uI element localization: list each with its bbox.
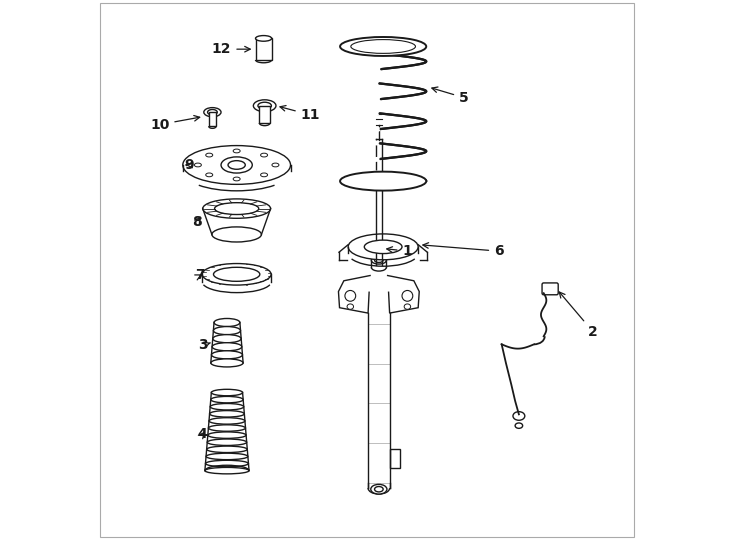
- Ellipse shape: [212, 227, 261, 242]
- Ellipse shape: [206, 173, 213, 177]
- Ellipse shape: [371, 484, 387, 494]
- Ellipse shape: [340, 172, 426, 191]
- Ellipse shape: [209, 418, 245, 424]
- Text: 6: 6: [423, 242, 504, 258]
- Ellipse shape: [211, 396, 243, 403]
- Ellipse shape: [213, 335, 241, 343]
- Ellipse shape: [261, 173, 268, 177]
- Ellipse shape: [211, 359, 243, 367]
- Ellipse shape: [340, 37, 426, 56]
- Ellipse shape: [261, 153, 268, 157]
- Text: 7: 7: [195, 268, 205, 282]
- Ellipse shape: [345, 291, 356, 301]
- Ellipse shape: [211, 389, 242, 396]
- Text: 3: 3: [198, 339, 211, 353]
- FancyBboxPatch shape: [542, 283, 558, 295]
- Ellipse shape: [208, 425, 245, 431]
- Ellipse shape: [211, 351, 242, 359]
- Ellipse shape: [364, 240, 402, 254]
- Ellipse shape: [371, 256, 386, 264]
- Ellipse shape: [210, 410, 244, 417]
- Ellipse shape: [208, 432, 246, 438]
- Ellipse shape: [207, 446, 247, 453]
- Ellipse shape: [208, 110, 217, 115]
- Ellipse shape: [233, 177, 240, 181]
- Ellipse shape: [207, 439, 247, 446]
- FancyBboxPatch shape: [255, 38, 272, 60]
- FancyBboxPatch shape: [208, 112, 217, 126]
- Ellipse shape: [204, 107, 221, 117]
- Text: 12: 12: [212, 42, 250, 56]
- Text: 8: 8: [192, 214, 202, 228]
- Text: 5: 5: [432, 87, 469, 105]
- Ellipse shape: [374, 487, 383, 492]
- Ellipse shape: [206, 153, 213, 157]
- Ellipse shape: [203, 199, 271, 218]
- Ellipse shape: [221, 157, 252, 173]
- Ellipse shape: [214, 319, 240, 327]
- FancyBboxPatch shape: [259, 106, 270, 123]
- Ellipse shape: [212, 343, 241, 351]
- Ellipse shape: [402, 291, 413, 301]
- Text: 11: 11: [280, 105, 320, 122]
- Ellipse shape: [513, 411, 525, 420]
- Ellipse shape: [347, 304, 354, 309]
- Ellipse shape: [205, 468, 249, 474]
- Text: 4: 4: [198, 427, 208, 441]
- Ellipse shape: [272, 163, 279, 167]
- Ellipse shape: [374, 258, 383, 262]
- Ellipse shape: [202, 264, 271, 285]
- Ellipse shape: [206, 460, 248, 467]
- Ellipse shape: [183, 146, 291, 184]
- Ellipse shape: [348, 234, 418, 260]
- Text: 10: 10: [150, 116, 200, 132]
- Ellipse shape: [214, 267, 260, 281]
- Ellipse shape: [206, 453, 248, 460]
- Text: 9: 9: [184, 158, 194, 172]
- Ellipse shape: [210, 403, 244, 410]
- Text: 1: 1: [387, 244, 413, 258]
- Ellipse shape: [258, 102, 272, 109]
- Ellipse shape: [214, 202, 259, 214]
- Ellipse shape: [195, 163, 201, 167]
- Text: 2: 2: [559, 292, 598, 339]
- Ellipse shape: [253, 100, 276, 112]
- FancyBboxPatch shape: [390, 449, 400, 468]
- Ellipse shape: [404, 304, 410, 309]
- Ellipse shape: [233, 149, 240, 153]
- Ellipse shape: [214, 327, 241, 335]
- Ellipse shape: [515, 423, 523, 428]
- Ellipse shape: [255, 36, 272, 41]
- Ellipse shape: [228, 161, 245, 169]
- Ellipse shape: [351, 39, 415, 53]
